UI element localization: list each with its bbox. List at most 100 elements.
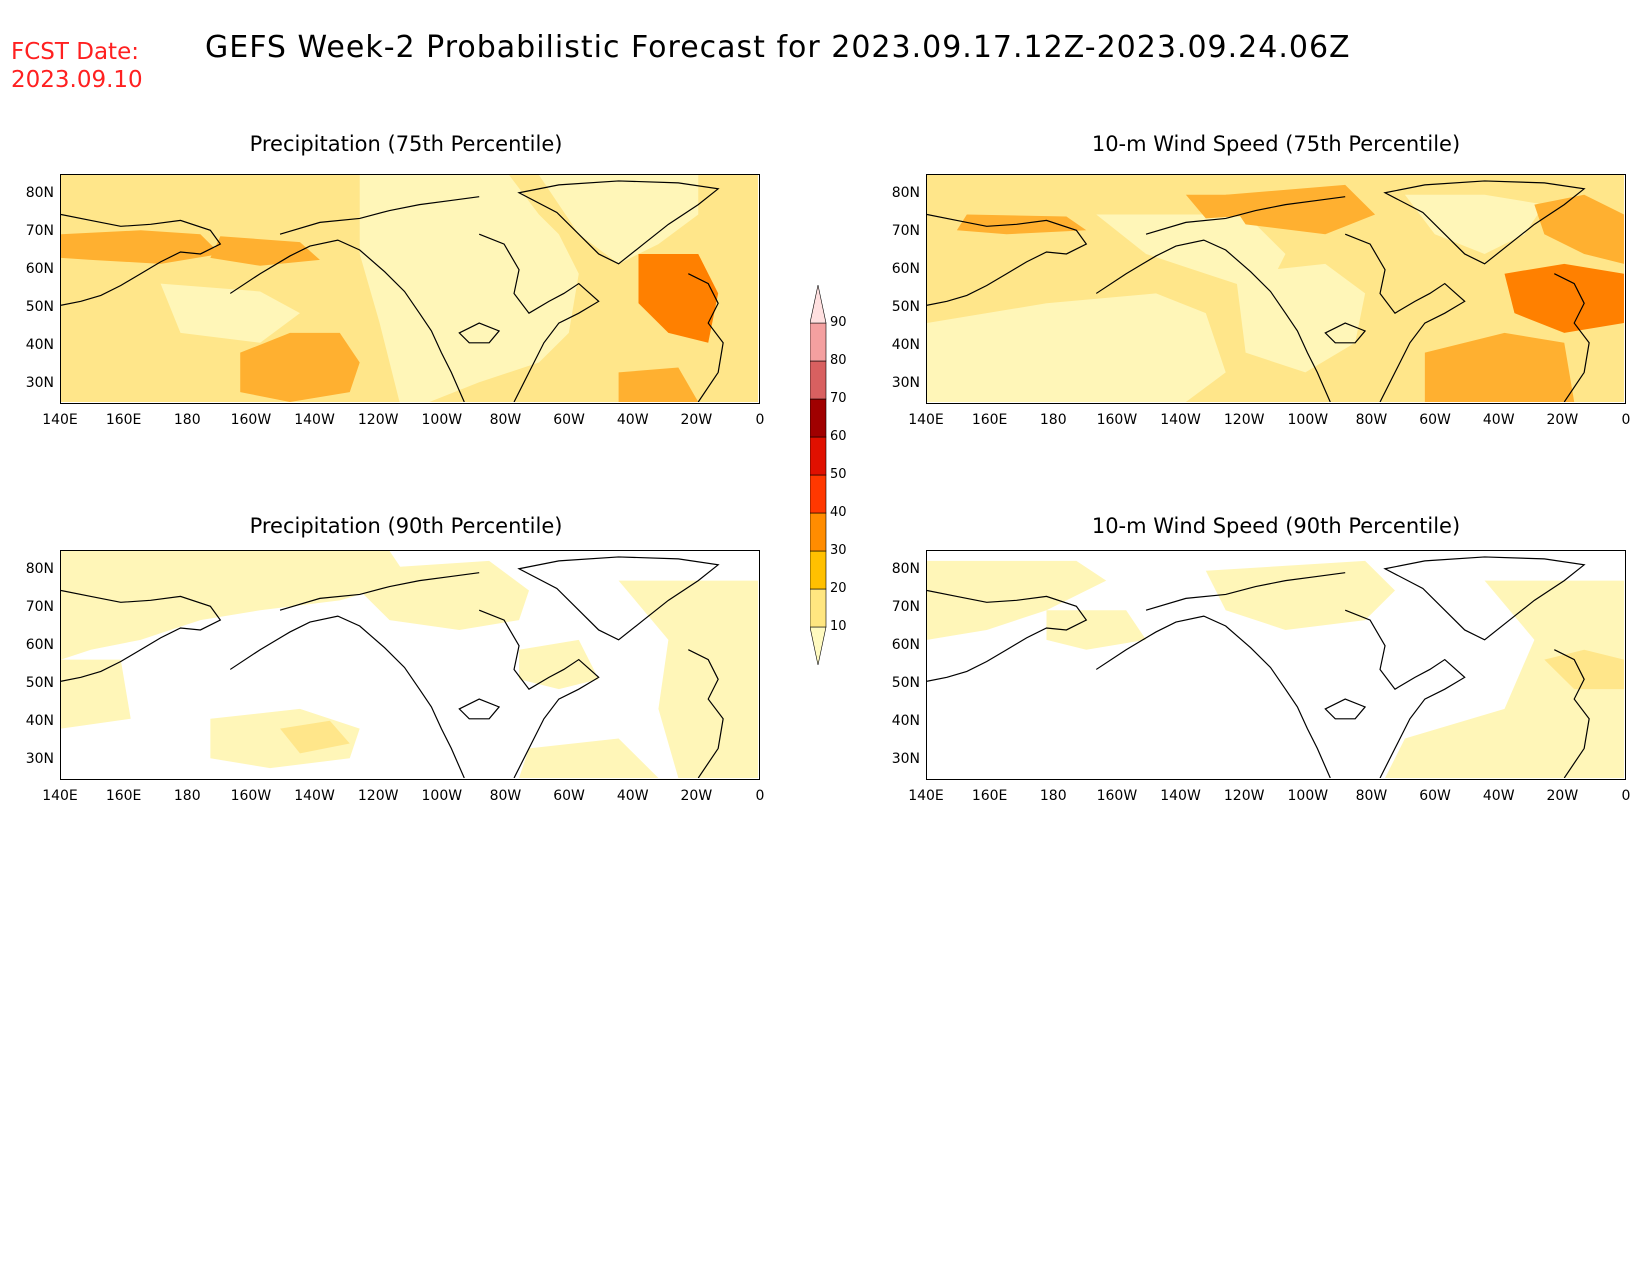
probability-contour-fill <box>956 214 1087 235</box>
lat-tick-label: 70N <box>891 599 920 615</box>
colorbar-swatch <box>809 360 827 400</box>
lon-tick-label: 20W <box>1546 788 1579 804</box>
colorbar: 10 20 30 40 50 60 70 80 90 <box>809 275 870 685</box>
probability-contour-fill <box>519 639 599 690</box>
coastline <box>1344 609 1466 778</box>
colorbar-label: 60 <box>830 429 847 444</box>
colorbar-swatch <box>809 322 827 362</box>
coastline <box>458 698 501 720</box>
lon-tick-label: 120W <box>357 788 399 804</box>
coastline <box>927 589 1088 682</box>
lat-tick-label: 30N <box>891 375 920 391</box>
lon-tick-label: 60W <box>553 788 585 804</box>
lon-tick-label: 100W <box>421 412 463 428</box>
lat-tick-label: 70N <box>25 223 54 239</box>
colorbar-label: 30 <box>830 543 847 558</box>
coastline <box>688 273 724 402</box>
probability-contour-fill <box>1046 610 1147 650</box>
lat-tick-label: 60N <box>25 261 54 277</box>
lat-tick-label: 80N <box>891 561 920 577</box>
lon-tick-label: 160W <box>230 788 272 804</box>
probability-contour-fill <box>1404 194 1545 254</box>
colorbar-swatch <box>809 626 827 666</box>
lon-tick-label: 140W <box>294 412 335 428</box>
lat-tick-label: 60N <box>891 261 920 277</box>
coastline <box>229 615 465 778</box>
colorbar-swatch <box>809 550 827 590</box>
lon-tick-label: 180 <box>173 788 201 804</box>
probability-contour-fill <box>519 738 659 778</box>
lat-tick-label: 70N <box>25 599 54 615</box>
lon-tick-label: 120W <box>1223 788 1265 804</box>
panel-title-precip90: Precipitation (90th Percentile) <box>249 514 563 538</box>
panel-title-wind75: 10-m Wind Speed (75th Percentile) <box>1091 132 1461 156</box>
coastline <box>1383 180 1586 265</box>
coastline <box>1324 698 1367 720</box>
colorbar-svg <box>809 284 827 666</box>
coastline <box>1145 196 1346 235</box>
map-wind75 <box>926 174 1626 404</box>
probability-contour-fill <box>339 560 529 630</box>
coastline <box>279 572 480 611</box>
lon-tick-label: 160W <box>1096 788 1138 804</box>
coastline <box>1554 273 1590 402</box>
lat-tick-label: 40N <box>25 713 54 729</box>
lon-tick-label: 60W <box>1419 412 1451 428</box>
coastline <box>927 213 1088 306</box>
lon-tick-label: 80W <box>489 788 522 804</box>
probability-contour-fill <box>538 175 699 264</box>
colorbar-label: 80 <box>830 353 847 368</box>
lon-tick-label: 160E <box>105 412 142 428</box>
lat-tick-label: 40N <box>891 337 920 353</box>
lon-tick-label: 100W <box>421 788 463 804</box>
lon-tick-label: 20W <box>680 412 713 428</box>
lon-tick-label: 160W <box>1096 412 1138 428</box>
map-canvas <box>927 551 1624 778</box>
colorbar-label: 70 <box>830 391 847 406</box>
coastline <box>1095 239 1331 402</box>
lon-tick-label: 140W <box>294 788 335 804</box>
colorbar-swatch <box>809 474 827 514</box>
probability-contour-fill <box>359 175 579 402</box>
lon-tick-label: 40W <box>616 412 649 428</box>
coastline <box>478 609 600 778</box>
lon-tick-label: 180 <box>173 412 201 428</box>
lon-tick-label: 100W <box>1287 412 1329 428</box>
lat-tick-label: 80N <box>25 185 54 201</box>
colorbar-swatch <box>809 398 827 438</box>
fcst-date-label: FCST Date: <box>11 39 139 65</box>
probability-contour-fill <box>280 720 350 754</box>
lon-tick-label: 140E <box>908 412 944 428</box>
lon-tick-label: 40W <box>1482 412 1515 428</box>
probability-contour-fill <box>1385 580 1624 778</box>
coastline <box>1324 322 1367 344</box>
map-precip90 <box>60 550 760 780</box>
lon-tick-label: 0 <box>755 788 765 804</box>
lon-tick-label: 160E <box>971 412 1008 428</box>
colorbar-label: 10 <box>830 619 847 634</box>
probability-contour-fill <box>1205 560 1395 630</box>
probability-contour-fill <box>61 551 410 660</box>
page-title: GEFS Week-2 Probabilistic Forecast for 2… <box>205 30 1351 65</box>
probability-contour-fill <box>1544 649 1624 690</box>
coastline <box>229 239 465 402</box>
lat-tick-label: 50N <box>891 299 920 315</box>
coastline <box>458 322 501 344</box>
probability-contour-fill <box>1534 194 1624 264</box>
probability-contour-fill <box>638 253 719 343</box>
coastline <box>688 649 724 778</box>
coastline <box>1554 649 1590 778</box>
probability-contour-fill <box>240 332 360 402</box>
lon-tick-label: 140W <box>1160 788 1201 804</box>
lon-tick-label: 40W <box>616 788 649 804</box>
coastline <box>1095 615 1331 778</box>
panel-title-wind90: 10-m Wind Speed (90th Percentile) <box>1091 514 1461 538</box>
lon-tick-label: 80W <box>489 412 522 428</box>
probability-contour-fill <box>61 659 131 729</box>
lon-tick-label: 80W <box>1355 412 1388 428</box>
panel-title-precip75: Precipitation (75th Percentile) <box>249 132 563 156</box>
lon-tick-label: 140E <box>908 788 944 804</box>
coastline <box>517 180 720 265</box>
colorbar-label: 20 <box>830 581 847 596</box>
probability-contour-fill <box>61 230 221 264</box>
